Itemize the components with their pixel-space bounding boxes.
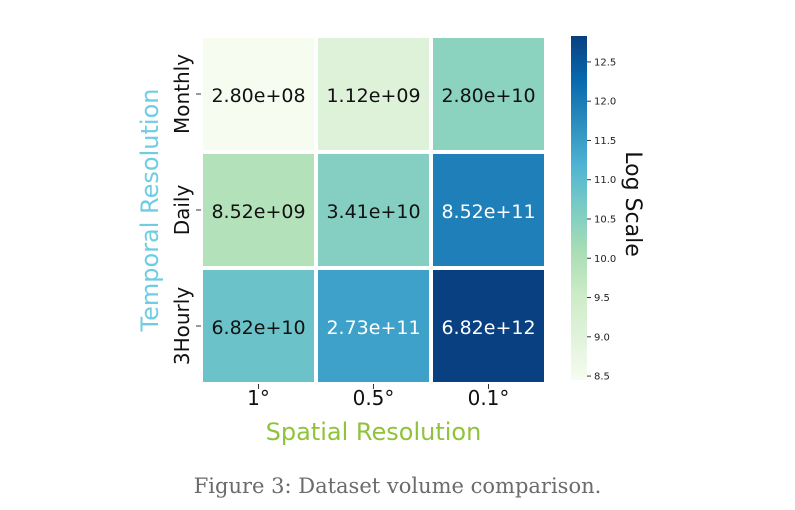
x-tick-label: 0.5° xyxy=(353,386,395,410)
colorbar-tick-label: 8.5 xyxy=(594,372,610,383)
heatmap-cell xyxy=(318,154,429,266)
colorbar-tick-label: 11.0 xyxy=(594,175,616,186)
colorbar-tick-label: 12.0 xyxy=(594,97,616,108)
colorbar-label: Log Scale xyxy=(620,151,645,256)
cell-value-label: 2.80e+08 xyxy=(211,85,305,107)
axes: 1° 0.5° 0.1° Monthly Daily 3Hourly Spatial Res… xyxy=(136,54,509,446)
colorbar: 8.5 9.0 9.5 10.0 10.5 11.0 11.5 12.0 12.5 Log Sca… xyxy=(571,36,645,383)
cell-labels: 2.80e+08 1.12e+09 2.80e+10 8.52e+09 3.41e+10… xyxy=(211,85,535,339)
heatmap-cell xyxy=(203,270,314,382)
y-tick-label: Monthly xyxy=(170,54,194,134)
y-axis-title: Temporal Resolution xyxy=(136,89,164,333)
colorbar-gradient xyxy=(571,36,587,380)
figure-caption: Figure 3: Dataset volume comparison. xyxy=(193,474,602,498)
heatmap-cell xyxy=(318,270,429,382)
cell-value-label: 1.12e+09 xyxy=(326,85,420,107)
x-tick-label: 1° xyxy=(247,386,270,410)
y-tick-label: 3Hourly xyxy=(170,287,194,365)
colorbar-tick-label: 11.5 xyxy=(594,136,616,147)
y-tick-label: Daily xyxy=(170,185,194,236)
cell-value-label: 8.52e+11 xyxy=(441,201,535,223)
heatmap-cell xyxy=(318,38,429,150)
cell-value-label: 6.82e+12 xyxy=(441,317,535,339)
x-tick-label: 0.1° xyxy=(468,386,510,410)
heatmap-cell xyxy=(203,38,314,150)
colorbar-tick-label: 10.5 xyxy=(594,214,616,225)
colorbar-tick-label: 9.5 xyxy=(594,293,610,304)
heatmap-cell xyxy=(433,38,544,150)
colorbar-tick-label: 9.0 xyxy=(594,332,610,343)
cell-value-label: 2.73e+11 xyxy=(326,317,420,339)
colorbar-tick-label: 10.0 xyxy=(594,254,616,265)
cell-value-label: 2.80e+10 xyxy=(441,85,535,107)
heatmap-cells xyxy=(203,38,544,382)
heatmap-cell xyxy=(433,154,544,266)
heatmap-cell xyxy=(433,270,544,382)
cell-value-label: 3.41e+10 xyxy=(326,201,420,223)
heatmap-figure: 2.80e+08 1.12e+09 2.80e+10 8.52e+09 3.41e+10… xyxy=(136,36,645,446)
x-axis-title: Spatial Resolution xyxy=(266,418,482,446)
colorbar-tick-label: 12.5 xyxy=(594,57,616,68)
heatmap-cell xyxy=(203,154,314,266)
cell-value-label: 8.52e+09 xyxy=(211,201,305,223)
cell-value-label: 6.82e+10 xyxy=(211,317,305,339)
